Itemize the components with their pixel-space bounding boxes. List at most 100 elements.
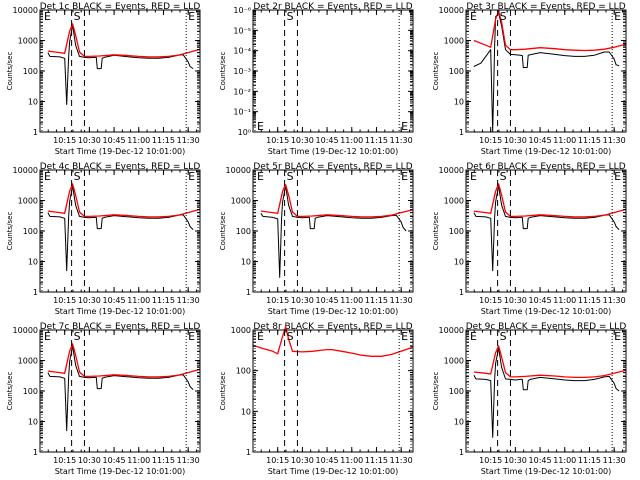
marker-label: E	[614, 170, 621, 183]
y-axis-label: Counts/sec	[6, 372, 14, 411]
x-tick-label: 11:15	[365, 296, 388, 305]
y-tick-label: 1	[33, 128, 38, 137]
x-axis-label: Start Time (19-Dec-12 10:01:00)	[268, 147, 399, 156]
panel-title: Det 9c BLACK = Events, RED = LLD	[466, 322, 627, 332]
x-tick-label: 10:45	[529, 296, 552, 305]
y-tick-label: 10⁰	[238, 128, 251, 137]
series-events-line	[47, 24, 194, 105]
y-tick-label: 100	[236, 227, 251, 236]
x-tick-label: 11:30	[390, 296, 413, 305]
y-tick-label: 1000	[444, 357, 464, 366]
x-tick-label: 10:15	[479, 296, 502, 305]
marker-label: E	[44, 330, 51, 343]
x-axis-label: Start Time (19-Dec-12 10:01:00)	[268, 467, 399, 476]
y-tick-label: 10000	[439, 166, 464, 175]
x-tick-label: 10:45	[316, 136, 339, 145]
marker-label: S	[74, 330, 81, 343]
y-tick-label: 100	[449, 67, 464, 76]
x-tick-label: 10:30	[78, 456, 101, 465]
y-tick-label: 10⁻⁵	[233, 26, 251, 35]
y-tick-label: 10⁻⁶	[233, 6, 251, 15]
x-tick-label: 10:45	[103, 456, 126, 465]
series-lld-line	[473, 345, 627, 379]
y-tick-label: 10000	[13, 326, 38, 335]
panel-title: Det 1c BLACK = Events, RED = LLD	[40, 2, 201, 12]
y-tick-label: 10	[454, 258, 464, 267]
y-tick-label: 1000	[231, 197, 251, 206]
x-tick-label: 11:00	[553, 136, 576, 145]
series-lld-line	[252, 326, 414, 357]
y-tick-label: 10⁻²	[233, 87, 251, 96]
x-axis-label: Start Time (19-Dec-12 10:01:00)	[481, 467, 612, 476]
plot-frame	[465, 169, 627, 293]
series-lld-line	[47, 23, 201, 58]
x-tick-label: 10:45	[316, 456, 339, 465]
series-lld-line	[473, 183, 627, 218]
marker-label: E	[188, 170, 195, 183]
series-lld-line	[473, 10, 627, 52]
x-tick-label: 10:45	[103, 136, 126, 145]
plot-frame	[465, 329, 627, 453]
marker-label: E	[614, 330, 621, 343]
x-tick-label: 11:30	[390, 136, 413, 145]
y-tick-label: 10⁻¹	[233, 108, 251, 117]
marker-label: E	[470, 170, 477, 183]
y-tick-label: 1000	[444, 197, 464, 206]
y-tick-label: 1000	[18, 37, 38, 46]
x-tick-label: 10:15	[266, 136, 289, 145]
plot-frame	[39, 329, 201, 453]
y-tick-label: 1000	[18, 357, 38, 366]
marker-label: S	[500, 10, 507, 23]
x-tick-label: 11:30	[603, 456, 626, 465]
x-tick-label: 11:00	[553, 296, 576, 305]
x-tick-label: 11:00	[127, 456, 150, 465]
x-tick-label: 11:30	[177, 456, 200, 465]
x-tick-label: 11:30	[177, 296, 200, 305]
y-tick-label: 10000	[13, 166, 38, 175]
series-events-line	[260, 185, 407, 278]
x-tick-label: 10:45	[529, 136, 552, 145]
plot-frame	[252, 329, 414, 453]
y-tick-label: 10	[28, 418, 38, 427]
x-axis-label: Start Time (19-Dec-12 10:01:00)	[55, 307, 186, 316]
panel-title: Det 5r BLACK = Events, RED = LLD	[253, 162, 412, 172]
y-tick-label: 100	[449, 387, 464, 396]
y-axis-label: Counts/sec	[6, 212, 14, 251]
x-tick-label: 10:30	[504, 296, 527, 305]
x-tick-label: 10:15	[53, 296, 76, 305]
marker-label: S	[500, 170, 507, 183]
x-tick-label: 11:00	[340, 456, 363, 465]
y-tick-label: 10	[241, 258, 251, 267]
x-tick-label: 11:00	[340, 136, 363, 145]
y-tick-label: 10⁻³	[233, 67, 251, 76]
series-lld-line	[47, 343, 201, 378]
x-tick-label: 11:15	[152, 136, 175, 145]
x-axis-label: Start Time (19-Dec-12 10:01:00)	[268, 307, 399, 316]
x-tick-label: 11:30	[603, 296, 626, 305]
x-tick-label: 10:45	[103, 296, 126, 305]
series-events-line	[473, 185, 620, 272]
marker-label: S	[287, 10, 294, 23]
x-axis-label: Start Time (19-Dec-12 10:01:00)	[55, 147, 186, 156]
x-tick-label: 11:15	[152, 296, 175, 305]
y-axis-label: Counts/sec	[219, 372, 227, 411]
x-tick-label: 10:30	[504, 136, 527, 145]
panel-title: Det 7c BLACK = Events, RED = LLD	[40, 322, 201, 332]
x-tick-label: 11:15	[578, 136, 601, 145]
marker-label: E	[188, 330, 195, 343]
x-tick-label: 11:15	[365, 136, 388, 145]
marker-label: S	[74, 170, 81, 183]
series-lld-line	[47, 183, 201, 218]
marker-label: E	[257, 170, 264, 183]
y-tick-label: 10000	[226, 166, 251, 175]
plot-frame	[39, 169, 201, 293]
y-axis-label: Counts/sec	[219, 52, 227, 91]
y-tick-label: 10	[454, 418, 464, 427]
plot-frame	[252, 9, 414, 133]
x-tick-label: 10:15	[479, 136, 502, 145]
